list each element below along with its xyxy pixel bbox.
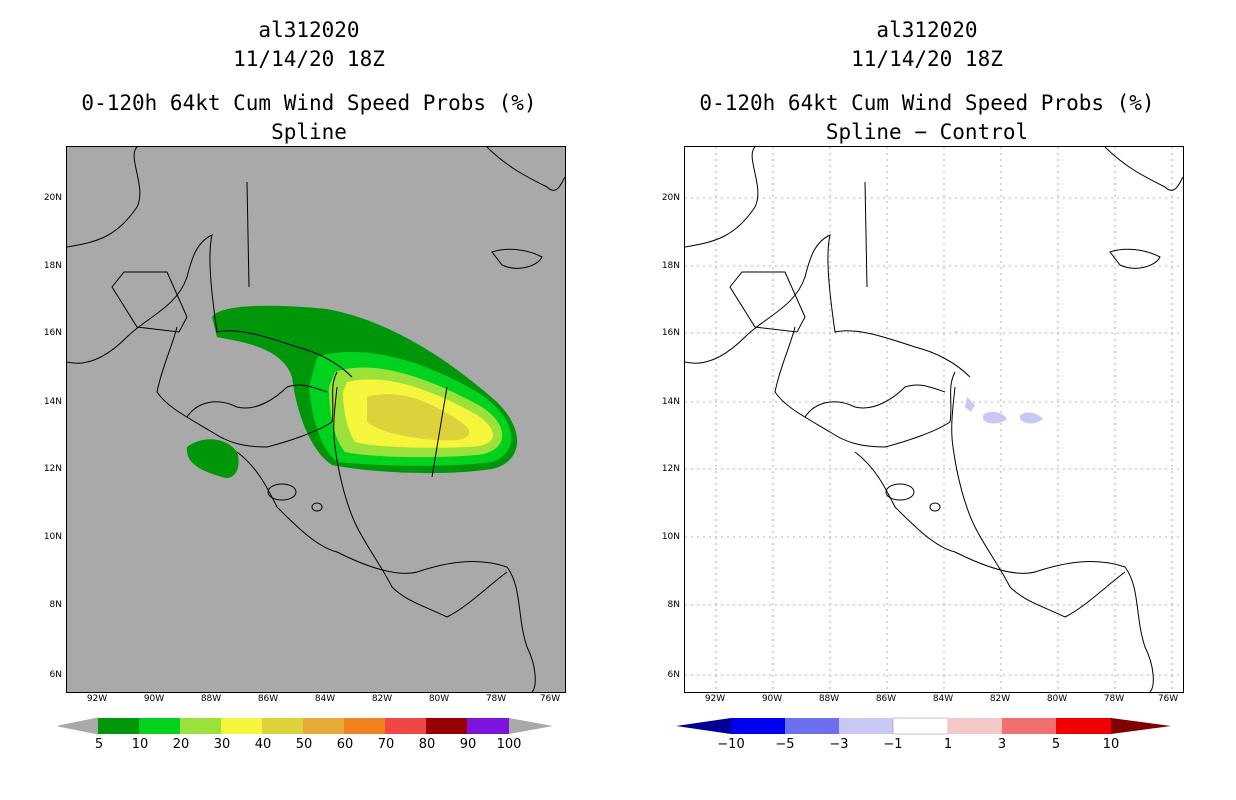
lat-label: 12N bbox=[661, 464, 680, 474]
colorbar-box bbox=[839, 718, 893, 734]
colorbar-box bbox=[221, 718, 262, 734]
diff-blob-negative bbox=[983, 411, 1007, 424]
lon-label: 86W bbox=[875, 694, 897, 704]
lat-label: 12N bbox=[43, 464, 62, 474]
lat-label: 6N bbox=[49, 670, 62, 680]
lon-label: 76W bbox=[1157, 694, 1179, 704]
lon-label: 86W bbox=[257, 694, 279, 704]
left-colorbar bbox=[58, 717, 553, 735]
colorbar-box bbox=[467, 718, 509, 734]
colorbar-box bbox=[303, 718, 344, 734]
storm-id: al312020 bbox=[876, 18, 978, 42]
colorbar-box bbox=[98, 718, 139, 734]
lat-label: 18N bbox=[661, 261, 680, 271]
colorbar-label: 50 bbox=[295, 737, 313, 752]
lon-label: 90W bbox=[761, 694, 783, 704]
coastlines bbox=[685, 147, 1183, 692]
diff-blob-negative bbox=[965, 397, 975, 412]
colorbar-box bbox=[1056, 718, 1111, 734]
lat-label: 10N bbox=[43, 532, 62, 542]
colorbar-label: 1 bbox=[943, 737, 953, 752]
diff-blob-positive bbox=[955, 331, 958, 335]
colorbar-label: 30 bbox=[213, 737, 231, 752]
lon-label: 82W bbox=[989, 694, 1011, 704]
lat-label: 8N bbox=[49, 600, 62, 610]
colorbar-under-arrow bbox=[676, 718, 731, 734]
lon-label: 80W bbox=[428, 694, 450, 704]
panel-subtitle: Spline − Control bbox=[825, 120, 1029, 144]
lon-label: 88W bbox=[200, 694, 222, 704]
colorbar-box bbox=[385, 718, 426, 734]
coastlines bbox=[67, 147, 565, 692]
colorbar-box bbox=[785, 718, 839, 734]
lat-label: 16N bbox=[661, 328, 680, 338]
lon-label: 78W bbox=[485, 694, 507, 704]
colorbar-box bbox=[180, 718, 221, 734]
colorbar-label: 10 bbox=[1102, 737, 1120, 752]
product-title: 0-120h 64kt Cum Wind Speed Probs (%) bbox=[699, 91, 1155, 115]
colorbar-label: 60 bbox=[336, 737, 354, 752]
lat-label: 18N bbox=[43, 261, 62, 271]
lat-label: 16N bbox=[43, 328, 62, 338]
lat-label: 8N bbox=[667, 600, 680, 610]
lon-label: 92W bbox=[704, 694, 726, 704]
colorbar-box bbox=[731, 718, 785, 734]
lat-label: 14N bbox=[661, 397, 680, 407]
lat-label: 20N bbox=[43, 193, 62, 203]
left-panel: al312020 11/14/20 18Z 0-120h 64kt Cum Wi… bbox=[43, 18, 566, 752]
colorbar-label: −1 bbox=[883, 737, 903, 752]
colorbar-under-arrow bbox=[58, 717, 99, 735]
panel-subtitle: Spline bbox=[271, 120, 347, 144]
lat-label: 6N bbox=[667, 670, 680, 680]
colorbar-label: −3 bbox=[829, 737, 849, 752]
colorbar-label: 100 bbox=[496, 737, 522, 752]
colorbar-box bbox=[344, 718, 385, 734]
lon-label: 80W bbox=[1046, 694, 1068, 704]
datetime: 11/14/20 18Z bbox=[851, 47, 1003, 71]
right-panel: al312020 11/14/20 18Z 0-120h 64kt Cum Wi… bbox=[618, 0, 1236, 800]
colorbar-label: 40 bbox=[254, 737, 272, 752]
colorbar-box bbox=[262, 718, 303, 734]
prob-contour-5-small bbox=[186, 439, 239, 478]
colorbar-label: 90 bbox=[459, 737, 477, 752]
colorbar-label: 10 bbox=[131, 737, 149, 752]
left-map bbox=[66, 146, 566, 693]
lat-label: 20N bbox=[661, 193, 680, 203]
colorbar-box bbox=[1002, 718, 1056, 734]
colorbar-box bbox=[948, 718, 1002, 734]
right-colorbar bbox=[676, 717, 1171, 735]
colorbar-label: 80 bbox=[418, 737, 436, 752]
lon-label: 76W bbox=[539, 694, 561, 704]
colorbar-label: 70 bbox=[377, 737, 395, 752]
lon-label: 92W bbox=[86, 694, 108, 704]
colorbar-label: 5 bbox=[94, 737, 104, 752]
grid-lines bbox=[685, 147, 1183, 692]
colorbar-label: 5 bbox=[1051, 737, 1061, 752]
colorbar-box bbox=[426, 718, 467, 734]
lon-label: 90W bbox=[143, 694, 165, 704]
colorbar-label: 3 bbox=[997, 737, 1007, 752]
prob-contour-40 bbox=[367, 394, 470, 441]
colorbar-label: 20 bbox=[172, 737, 190, 752]
colorbar-over-arrow bbox=[1111, 718, 1171, 734]
datetime: 11/14/20 18Z bbox=[233, 47, 385, 71]
lat-label: 14N bbox=[43, 397, 62, 407]
colorbar-box bbox=[892, 717, 949, 735]
right-map bbox=[684, 146, 1184, 693]
storm-id: al312020 bbox=[258, 18, 360, 42]
colorbar-box bbox=[139, 718, 180, 734]
lon-label: 84W bbox=[932, 694, 954, 704]
lat-label: 10N bbox=[661, 532, 680, 542]
colorbar-over-arrow bbox=[509, 718, 553, 734]
colorbar-label: −10 bbox=[717, 737, 745, 752]
diff-blob-negative bbox=[1020, 412, 1043, 424]
lon-label: 84W bbox=[314, 694, 336, 704]
colorbar-label: −5 bbox=[775, 737, 795, 752]
lon-label: 88W bbox=[818, 694, 840, 704]
lon-label: 78W bbox=[1103, 694, 1125, 704]
lon-label: 82W bbox=[371, 694, 393, 704]
product-title: 0-120h 64kt Cum Wind Speed Probs (%) bbox=[81, 91, 537, 115]
